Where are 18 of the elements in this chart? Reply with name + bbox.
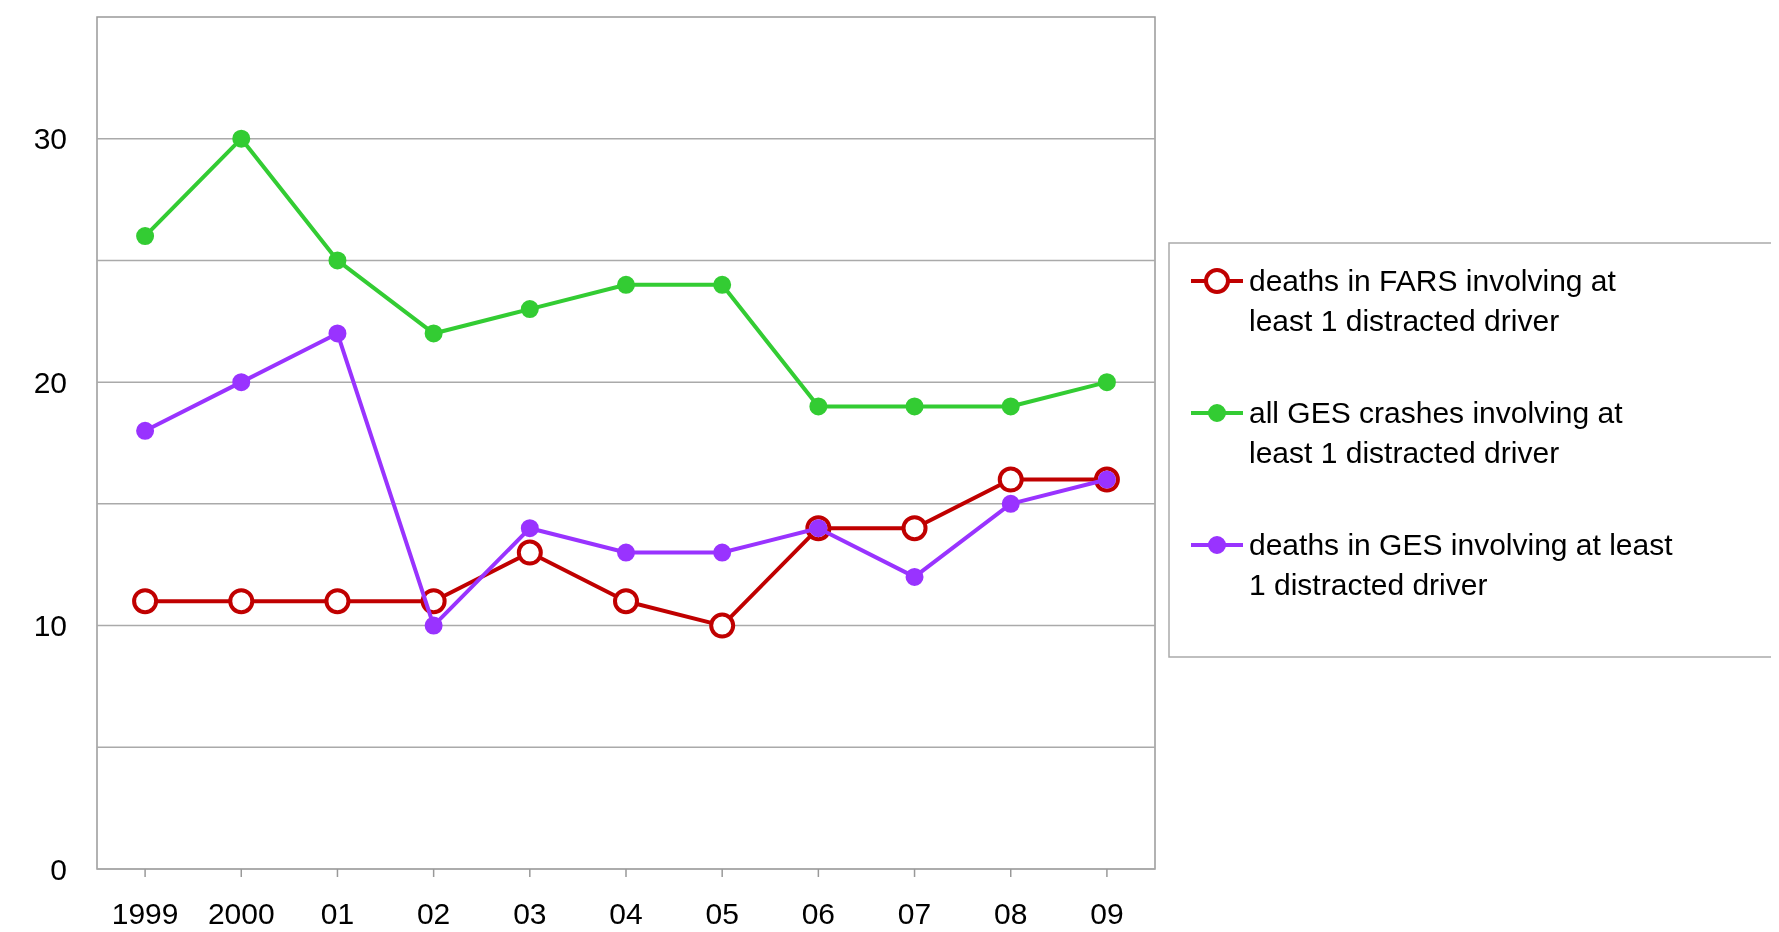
y-tick-label: 0 bbox=[50, 852, 67, 886]
x-tick-label: 08 bbox=[994, 897, 1028, 930]
legend-label: deaths in GES involving at least 1 distracted driver bbox=[1249, 528, 1674, 601]
x-tick-label: 09 bbox=[1090, 897, 1124, 930]
x-tick-label: 2000 bbox=[207, 897, 275, 930]
y-tick-label: 10 bbox=[33, 609, 67, 643]
legend-label: all GES crashes involving at least 1 distracted driver bbox=[1249, 396, 1624, 469]
x-tick-label: 02 bbox=[416, 897, 451, 930]
x-tick-label: 07 bbox=[897, 897, 932, 930]
y-tick-label: 20 bbox=[33, 365, 67, 399]
x-tick-label: 1999 bbox=[111, 897, 179, 930]
x-tick-label: 05 bbox=[705, 897, 739, 930]
x-tick-label: 04 bbox=[609, 897, 643, 930]
legend-label: deaths in FARS involving at least 1 distracted driver bbox=[1249, 264, 1617, 337]
x-tick-label: 01 bbox=[320, 897, 355, 930]
x-tick-label: 03 bbox=[513, 897, 547, 930]
y-tick-label: 30 bbox=[33, 122, 67, 156]
x-tick-label: 06 bbox=[801, 897, 836, 930]
